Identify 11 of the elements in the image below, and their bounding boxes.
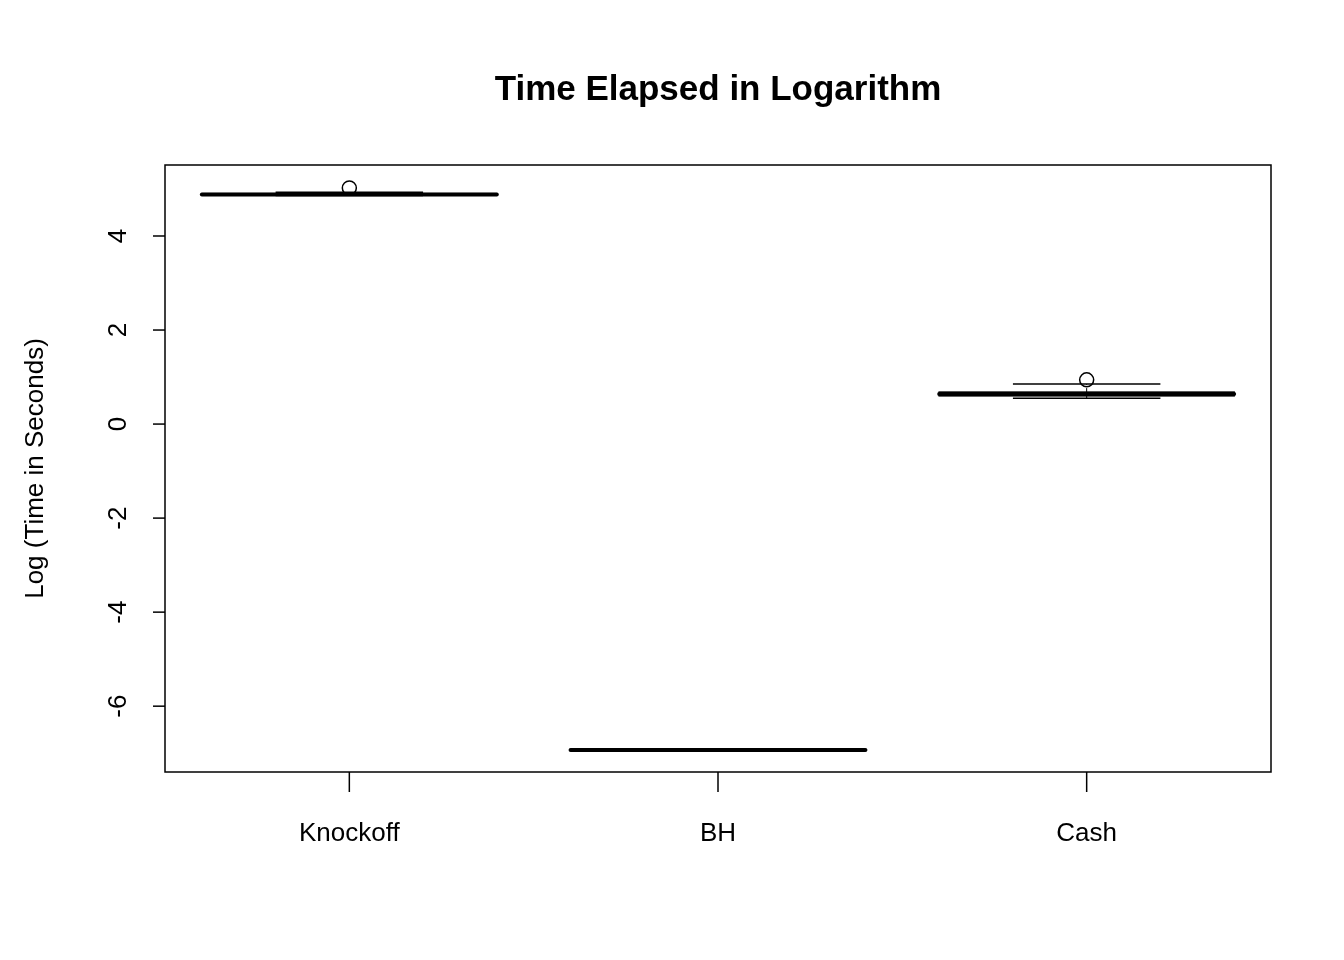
x-tick-label: Cash [1056, 817, 1118, 847]
y-tick-label: 4 [102, 228, 133, 244]
y-tick-label: -4 [102, 600, 133, 624]
y-tick-label: 0 [102, 416, 133, 432]
x-tick-label: Knockoff [298, 817, 401, 847]
y-tick-label: -2 [102, 506, 133, 530]
y-tick-label: 2 [102, 322, 133, 338]
y-axis-title: Log (Time in Seconds) [19, 338, 49, 599]
x-tick-label: BH [699, 817, 737, 847]
chart-title: Time Elapsed in Logarithm [494, 68, 942, 107]
y-tick-label: -6 [102, 694, 133, 718]
